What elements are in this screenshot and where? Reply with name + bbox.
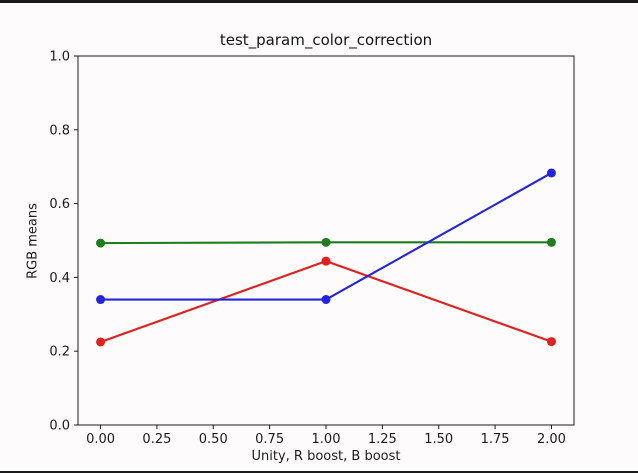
blue-marker (321, 295, 331, 305)
x-tick-label: 1.50 (424, 432, 453, 447)
red-marker (546, 337, 556, 347)
red-marker (321, 256, 331, 266)
x-tick-label: 1.25 (368, 432, 397, 447)
x-axis-label: Unity, R boost, B boost (251, 449, 401, 464)
green-marker (96, 238, 106, 248)
y-tick-label: 0.0 (49, 419, 70, 434)
red-marker (96, 337, 106, 347)
x-tick-label: 1.00 (312, 432, 341, 447)
y-tick-label: 0.4 (49, 271, 70, 286)
x-tick-label: 0.25 (142, 432, 171, 447)
x-tick-label: 2.00 (537, 432, 566, 447)
x-tick-label: 0.50 (199, 432, 228, 447)
window-edge-bottom (0, 471, 638, 473)
x-tick-label: 0.00 (86, 432, 115, 447)
green-marker (321, 237, 331, 247)
y-tick-label: 0.8 (49, 123, 70, 138)
chart-title: test_param_color_correction (219, 31, 433, 49)
green-marker (546, 237, 556, 247)
y-tick-label: 0.2 (49, 345, 70, 360)
x-tick-label: 0.75 (255, 432, 284, 447)
y-tick-label: 0.6 (49, 197, 70, 212)
y-tick-label: 1.0 (49, 50, 70, 65)
blue-line (100, 172, 552, 301)
blue-marker (546, 168, 556, 178)
x-tick-label: 1.75 (481, 432, 510, 447)
blue-marker (96, 295, 106, 305)
window-edge-top (0, 0, 638, 3)
